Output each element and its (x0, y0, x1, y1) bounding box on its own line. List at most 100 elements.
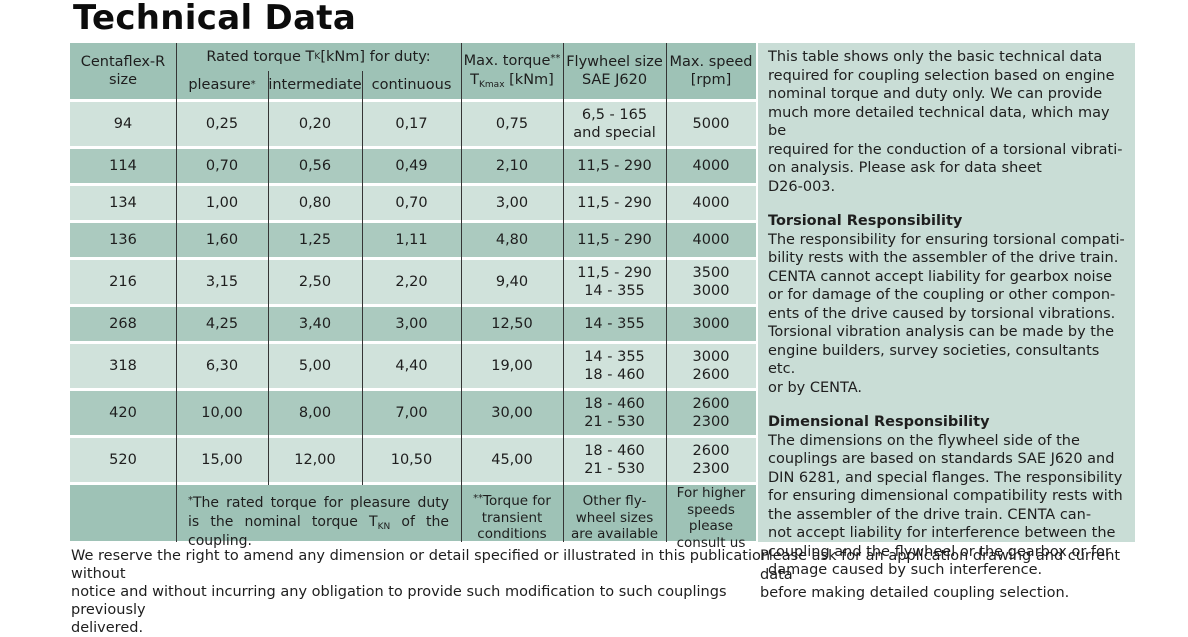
cell-continuous: 2,20 (395, 274, 428, 290)
torsional-paragraph: The responsibility for ensuring torsiona… (768, 231, 1125, 396)
rated-torque-text: Rated torque T (206, 49, 315, 65)
cell-pleasure: 0,70 (205, 158, 239, 174)
cell-intermediate: 1,25 (298, 232, 332, 248)
application-note: Please ask for an application drawing an… (760, 548, 1121, 601)
note-text-end: of the coupling. (188, 514, 449, 549)
cell-flywheel: 11,5 - 290 (577, 195, 652, 211)
reservation-note: We reserve the right to amend any dimens… (71, 548, 771, 636)
column-separator (563, 43, 564, 542)
cell-flywheel: 14 - 355 18 - 460 (584, 349, 645, 383)
cell-pleasure: 6,30 (205, 358, 239, 374)
cell-continuous: 7,00 (395, 405, 428, 421)
cell-intermediate: 0,80 (298, 195, 332, 211)
cell-continuous: 1,11 (395, 232, 428, 248)
footer-note-flywheel: Other fly- wheel sizes are available (570, 493, 659, 543)
cell-max-torque: 2,10 (495, 158, 529, 174)
cell-continuous: 10,50 (390, 452, 433, 468)
cell-max-torque: 3,00 (495, 195, 529, 211)
datasheet-page: Technical Data Centaflex-R size Rated to… (70, 0, 1135, 636)
table-row: 136 1,60 1,25 1,11 4,80 11,5 - 290 4000 (70, 223, 756, 257)
cell-max-torque: 9,40 (495, 274, 529, 290)
note-subscript: KN (377, 522, 391, 532)
table-row: 94 0,25 0,20 0,17 0,75 6,5 - 165 and special 5… (70, 102, 756, 146)
footer-empty-cell (70, 485, 176, 551)
transient-text: Torque for transient conditions (477, 493, 551, 543)
cell-max-torque: 45,00 (491, 452, 533, 468)
page-title: Technical Data (73, 0, 357, 38)
cell-size: 318 (109, 358, 137, 374)
cell-continuous: 0,70 (395, 195, 428, 211)
table-row: 420 10,00 8,00 7,00 30,00 18 - 460 21 - 530 26… (70, 391, 756, 435)
header-cell-pleasure: pleasure * (188, 77, 256, 93)
column-separator (461, 43, 462, 542)
cell-max-speed: 3000 2600 (692, 349, 730, 383)
note-asterisk: * (188, 495, 193, 506)
cell-size: 94 (113, 116, 133, 132)
tkmax-subscript: Kmax (479, 80, 505, 90)
cell-size: 420 (109, 405, 137, 421)
header-cell-flywheel: Flywheel size SAE J620 (566, 54, 663, 88)
cell-flywheel: 6,5 - 165 and special (573, 107, 656, 141)
cell-pleasure: 0,25 (205, 116, 239, 132)
footer-note-rated-torque: *The rated torque for pleasure duty is t… (176, 485, 461, 551)
cell-size: 268 (109, 316, 137, 332)
cell-continuous: 4,40 (395, 358, 428, 374)
header-cell-size: Centaflex-R size (80, 54, 166, 88)
table-row: 318 6,30 5,00 4,40 19,00 14 - 355 18 - 460 300… (70, 344, 756, 388)
cell-max-speed: 2600 2300 (692, 396, 730, 430)
cell-size: 216 (109, 274, 137, 290)
table-row: 216 3,15 2,50 2,20 9,40 11,5 - 290 14 - 355 35… (70, 260, 756, 304)
cell-size: 114 (109, 158, 137, 174)
table-row: 134 1,00 0,80 0,70 3,00 11,5 - 290 4000 (70, 186, 756, 220)
cell-max-speed: 4000 (692, 158, 730, 174)
cell-intermediate: 12,00 (294, 452, 336, 468)
dimensional-paragraph: The dimensions on the flywheel side of t… (768, 432, 1123, 579)
cell-flywheel: 11,5 - 290 (577, 232, 652, 248)
cell-flywheel: 18 - 460 21 - 530 (584, 396, 645, 430)
table-row: 520 15,00 12,00 10,50 45,00 18 - 460 21 - 530… (70, 438, 756, 482)
cell-max-speed: 4000 (692, 195, 730, 211)
cell-intermediate: 5,00 (298, 358, 332, 374)
cell-max-torque: 12,50 (491, 316, 533, 332)
cell-max-speed: 3500 3000 (692, 265, 730, 299)
cell-max-speed: 5000 (692, 116, 730, 132)
max-torque-line1: Max. torque** (464, 52, 561, 71)
cell-pleasure: 15,00 (201, 452, 243, 468)
cell-max-torque: 19,00 (491, 358, 533, 374)
cell-flywheel: 14 - 355 (584, 316, 645, 332)
header-cell-max-torque: Max. torque** TKmax [kNm] (461, 43, 563, 99)
cell-size: 136 (109, 232, 137, 248)
header-cell-max-speed: Max. speed [rpm] (669, 54, 753, 88)
cell-size: 520 (109, 452, 137, 468)
table-row: 268 4,25 3,40 3,00 12,50 14 - 355 3000 (70, 307, 756, 341)
info-panel: This table shows only the basic technica… (758, 43, 1135, 578)
cell-intermediate: 2,50 (298, 274, 332, 290)
header-cell-continuous: continuous (371, 77, 452, 93)
table-footer: *The rated torque for pleasure duty is t… (70, 485, 756, 551)
cell-max-torque: 4,80 (495, 232, 529, 248)
dimensional-heading: Dimensional Responsibility (768, 414, 990, 430)
cell-pleasure: 1,00 (205, 195, 239, 211)
cell-max-torque: 30,00 (491, 405, 533, 421)
transient-asterisks: ** (473, 493, 484, 505)
cell-intermediate: 0,20 (298, 116, 332, 132)
cell-max-torque: 0,75 (495, 116, 529, 132)
cell-flywheel: 11,5 - 290 14 - 355 (577, 265, 652, 299)
table-row: 114 0,70 0,56 0,49 2,10 11,5 - 290 4000 (70, 149, 756, 183)
cell-continuous: 0,17 (395, 116, 428, 132)
torsional-heading: Torsional Responsibility (768, 213, 963, 229)
header-cell-intermediate: intermediate (268, 77, 362, 93)
cell-size: 134 (109, 195, 137, 211)
cell-continuous: 0,49 (395, 158, 428, 174)
pleasure-label: pleasure (188, 77, 251, 93)
cell-max-speed: 2600 2300 (692, 443, 730, 477)
column-separator (268, 71, 269, 485)
cell-continuous: 3,00 (395, 316, 428, 332)
cell-flywheel: 11,5 - 290 (577, 158, 652, 174)
tkmax-unit: [kNm] (504, 72, 554, 88)
max-torque-label: Max. torque (463, 53, 551, 69)
table-body: 94 0,25 0,20 0,17 0,75 6,5 - 165 and special 5… (70, 102, 756, 482)
cell-flywheel: 18 - 460 21 - 530 (584, 443, 645, 477)
